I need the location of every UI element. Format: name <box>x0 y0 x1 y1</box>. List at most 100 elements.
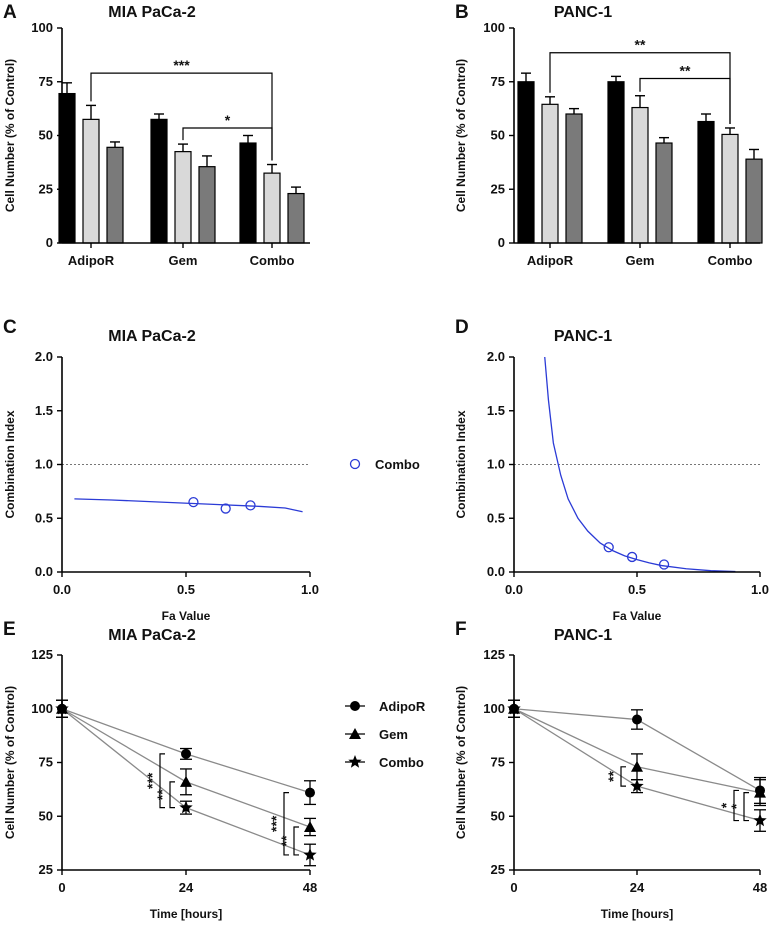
significance-bracket <box>169 781 175 809</box>
line-chart-E: E MIA PaCa-2 Cell Number (% of Control) 25 5… <box>3 619 426 921</box>
marker-triangle <box>754 786 766 798</box>
significance-label: ** <box>680 63 691 79</box>
marker-star <box>630 779 644 792</box>
legend-label: Combo <box>379 755 424 770</box>
bar <box>721 133 739 244</box>
significance-bracket <box>159 753 165 809</box>
y-tick-label: 50 <box>491 128 505 143</box>
y-axis-label: Combination Index <box>454 410 468 518</box>
y-tick-label: 50 <box>39 128 53 143</box>
x-axis-label: Fa Value <box>162 609 211 623</box>
y-tick-label: 50 <box>39 808 53 823</box>
x-tick-label: 0.0 <box>505 582 523 597</box>
data-point <box>658 559 670 570</box>
panel-letter: C <box>3 317 17 338</box>
y-tick-label: 25 <box>39 181 53 196</box>
y-tick-label: 100 <box>31 701 53 716</box>
significance-label: ** <box>154 789 170 800</box>
bar <box>607 81 625 244</box>
line-chart-F: F PANC-1 Cell Number (% of Control) 25 50 75 1… <box>454 619 767 921</box>
y-axis-label: Cell Number (% of Control) <box>454 59 468 212</box>
fit-curve <box>74 498 303 513</box>
y-tick-label: 0 <box>498 235 505 250</box>
significance-label: ** <box>278 835 294 846</box>
bar <box>287 192 305 244</box>
bar <box>745 158 763 244</box>
chart-title: PANC-1 <box>554 328 612 345</box>
y-tick-label: 0.5 <box>35 510 53 525</box>
panel-letter: D <box>455 317 469 338</box>
x-tick-label: 0 <box>510 880 517 895</box>
marker-star <box>303 848 317 861</box>
legend-label: AdipoR <box>379 699 426 714</box>
bar <box>517 81 535 244</box>
significance-bracket <box>182 127 273 161</box>
y-tick-label: 25 <box>491 862 505 877</box>
significance-bracket <box>620 766 626 787</box>
marker-star <box>179 800 193 814</box>
y-tick-label: 75 <box>39 74 53 89</box>
significance-label: * <box>225 112 231 128</box>
significance-label: * <box>718 802 734 808</box>
significance-label: * <box>728 803 744 809</box>
y-tick-label: 1.5 <box>487 403 505 418</box>
ci-chart-C: C MIA PaCa-2 Combination Index 0.0 0.5 1.0 1.5… <box>3 317 420 623</box>
panel-letter: E <box>3 619 16 640</box>
y-tick-label: 25 <box>39 862 53 877</box>
panel-letter: A <box>3 2 17 23</box>
x-tick-label: Gem <box>626 253 655 268</box>
marker-circle <box>181 748 191 759</box>
marker-star <box>753 813 767 827</box>
y-tick-label: 125 <box>483 647 505 662</box>
y-tick-label: 100 <box>483 20 505 35</box>
ci-chart-D: D PANC-1 Combination Index 0.0 0.5 1.0 1.5 2.0 0… <box>454 317 769 623</box>
bar <box>239 142 257 244</box>
significance-label: *** <box>173 57 190 73</box>
marker-circle <box>350 701 360 711</box>
marker-triangle <box>304 821 316 832</box>
bar <box>655 142 673 244</box>
data-point <box>603 542 614 553</box>
x-tick-label: Gem <box>169 253 198 268</box>
panel-letter: F <box>455 619 467 640</box>
bar-chart-B: B PANC-1 Cell Number (% of Control) 0 25 50 75… <box>454 2 763 268</box>
x-tick-label: AdipoR <box>68 253 115 268</box>
legend-marker <box>349 458 361 470</box>
significance-label: ** <box>605 770 621 781</box>
data-point <box>626 551 638 563</box>
y-tick-label: 2.0 <box>487 349 505 364</box>
fit-curve <box>544 356 736 573</box>
significance-label: ** <box>635 37 646 53</box>
y-tick-label: 0.0 <box>35 564 53 579</box>
panel-letter: B <box>455 2 469 23</box>
data-point <box>245 500 256 511</box>
significance-bracket <box>90 72 273 161</box>
bar-chart-A: A MIA PaCa-2 Cell Number (% of Control) 0 25… <box>3 2 310 268</box>
bar <box>150 118 168 244</box>
marker-circle <box>632 714 642 725</box>
y-tick-label: 50 <box>491 808 505 823</box>
marker-triangle <box>631 760 643 772</box>
x-tick-label: 1.0 <box>301 582 319 597</box>
significance-bracket <box>639 77 731 124</box>
x-tick-label: AdipoR <box>527 253 574 268</box>
legend-label: Combo <box>375 457 420 472</box>
significance-bracket <box>743 791 749 822</box>
x-axis-label: Time [hours] <box>601 907 673 921</box>
chart-title: PANC-1 <box>554 4 612 21</box>
significance-bracket <box>283 791 289 856</box>
significance-label: *** <box>144 772 160 789</box>
x-tick-label: 48 <box>303 880 317 895</box>
x-tick-label: Combo <box>250 253 295 268</box>
y-tick-label: 1.0 <box>35 457 53 472</box>
y-tick-label: 0 <box>46 235 53 250</box>
chart-title: MIA PaCa-2 <box>108 627 196 644</box>
significance-bracket <box>293 826 299 856</box>
marker-triangle <box>180 775 192 787</box>
bar <box>174 151 192 244</box>
data-point <box>188 496 199 508</box>
y-axis-label: Cell Number (% of Control) <box>3 59 17 212</box>
bar <box>697 120 715 244</box>
y-tick-label: 1.0 <box>487 457 505 472</box>
legend-label: Gem <box>379 727 408 742</box>
